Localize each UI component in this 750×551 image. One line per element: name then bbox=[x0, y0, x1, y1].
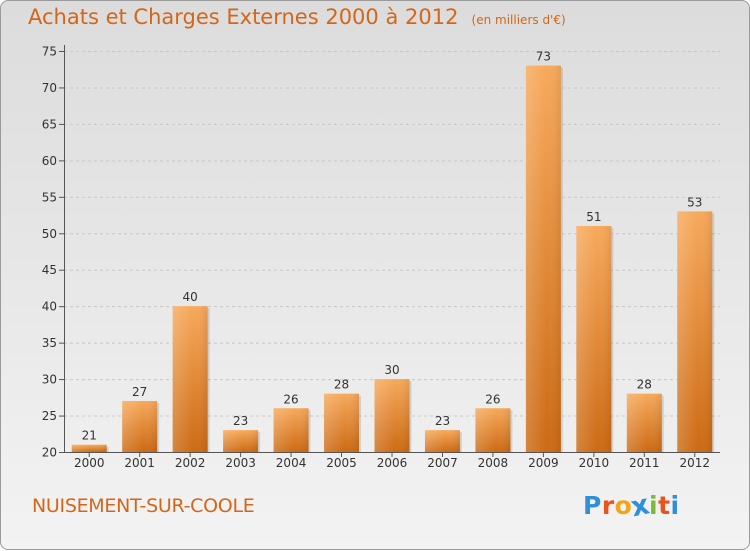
bar-2001[interactable] bbox=[122, 400, 160, 452]
data-label: 27 bbox=[132, 385, 147, 399]
data-label: 23 bbox=[435, 414, 450, 428]
data-label: 53 bbox=[687, 195, 702, 209]
bar-2011[interactable] bbox=[626, 393, 664, 452]
y-tick-label: 30 bbox=[42, 373, 57, 387]
x-tick-label: 2004 bbox=[276, 456, 307, 470]
logo-letter: t bbox=[658, 491, 671, 520]
bar-2012[interactable] bbox=[677, 211, 715, 452]
proxiti-logo[interactable]: Proxiti bbox=[583, 488, 680, 523]
data-label: 28 bbox=[637, 378, 652, 392]
bar-2005[interactable] bbox=[324, 393, 362, 452]
y-tick-label: 50 bbox=[42, 227, 57, 241]
x-tick-label: 2006 bbox=[377, 456, 408, 470]
bar-2007[interactable] bbox=[424, 430, 462, 452]
bar-2006[interactable] bbox=[374, 379, 412, 452]
bar-highlight bbox=[525, 65, 561, 452]
y-tick-label: 55 bbox=[42, 190, 57, 204]
logo-letter: i bbox=[670, 491, 680, 520]
bar-highlight bbox=[122, 400, 158, 452]
data-label: 30 bbox=[384, 363, 399, 377]
x-tick-label: 2012 bbox=[679, 456, 710, 470]
bar-highlight bbox=[677, 211, 713, 452]
y-tick-label: 45 bbox=[42, 263, 57, 277]
bar-2002[interactable] bbox=[172, 306, 210, 452]
data-label: 40 bbox=[183, 290, 198, 304]
bar-highlight bbox=[626, 393, 662, 452]
bar-highlight bbox=[324, 393, 360, 452]
bar-highlight bbox=[172, 306, 208, 452]
x-tick-label: 2000 bbox=[74, 456, 105, 470]
data-label: 26 bbox=[283, 392, 298, 406]
bar-2000[interactable] bbox=[71, 444, 109, 452]
bar-2008[interactable] bbox=[475, 408, 513, 452]
x-tick-label: 2007 bbox=[427, 456, 458, 470]
logo-letter: P bbox=[583, 491, 602, 520]
x-tick-label: 2009 bbox=[528, 456, 559, 470]
bar-highlight bbox=[374, 379, 410, 452]
x-tick-label: 2005 bbox=[326, 456, 357, 470]
y-tick-label: 70 bbox=[42, 81, 57, 95]
x-tick-label: 2002 bbox=[175, 456, 206, 470]
bar-highlight bbox=[273, 408, 309, 452]
bar-2009[interactable] bbox=[525, 65, 563, 452]
bar-highlight bbox=[223, 430, 259, 452]
y-tick-label: 35 bbox=[42, 336, 57, 350]
y-tick-label: 20 bbox=[42, 446, 57, 460]
data-label: 21 bbox=[82, 429, 97, 443]
y-tick-label: 60 bbox=[42, 154, 57, 168]
bar-2003[interactable] bbox=[223, 430, 261, 452]
bar-highlight bbox=[71, 444, 107, 452]
chart-title: Achats et Charges Externes 2000 à 2012 bbox=[28, 5, 459, 29]
data-label: 23 bbox=[233, 414, 248, 428]
data-label: 28 bbox=[334, 378, 349, 392]
bar-highlight bbox=[475, 408, 511, 452]
bar-highlight bbox=[576, 225, 612, 452]
bar-2004[interactable] bbox=[273, 408, 311, 452]
y-tick-label: 40 bbox=[42, 300, 57, 314]
x-tick-label: 2003 bbox=[225, 456, 256, 470]
logo-letter: i bbox=[649, 491, 659, 520]
data-label: 26 bbox=[485, 392, 500, 406]
x-tick-label: 2001 bbox=[124, 456, 155, 470]
y-tick-label: 25 bbox=[42, 409, 57, 423]
y-tick-label: 75 bbox=[42, 45, 57, 59]
logo-letter: o bbox=[614, 491, 633, 520]
chart-subtitle: (en milliers d'€) bbox=[471, 13, 566, 27]
commune-name: NUISEMENT-SUR-COOLE bbox=[32, 495, 255, 517]
y-tick-label: 65 bbox=[42, 117, 57, 131]
x-tick-label: 2011 bbox=[629, 456, 660, 470]
x-tick-label: 2008 bbox=[478, 456, 509, 470]
logo-letter: r bbox=[601, 491, 615, 520]
x-tick-label: 2010 bbox=[579, 456, 610, 470]
bar-highlight bbox=[424, 430, 460, 452]
chart-heading: Achats et Charges Externes 2000 à 2012 (… bbox=[28, 5, 566, 29]
data-label: 73 bbox=[536, 50, 551, 64]
bar-2010[interactable] bbox=[576, 225, 614, 452]
data-label: 51 bbox=[586, 210, 601, 224]
